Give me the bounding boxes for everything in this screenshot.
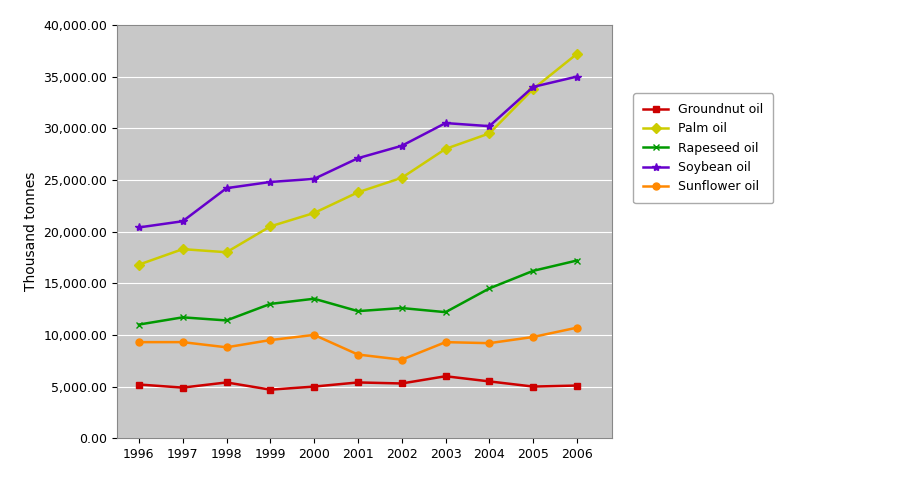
Soybean oil	[265, 179, 275, 185]
Sunflower oil	[221, 344, 232, 350]
Groundnut oil	[572, 382, 582, 388]
Palm oil	[527, 86, 538, 92]
Soybean oil	[133, 225, 144, 231]
Line: Soybean oil: Soybean oil	[135, 72, 581, 232]
Line: Sunflower oil: Sunflower oil	[135, 324, 580, 363]
Rapeseed oil	[572, 257, 582, 263]
Groundnut oil	[440, 374, 451, 379]
Rapeseed oil	[353, 308, 364, 314]
Soybean oil	[353, 155, 364, 161]
Sunflower oil	[396, 357, 407, 363]
Sunflower oil	[353, 352, 364, 358]
Line: Palm oil: Palm oil	[135, 50, 580, 268]
Sunflower oil	[309, 332, 320, 338]
Palm oil	[396, 175, 407, 181]
Sunflower oil	[133, 339, 144, 345]
Rapeseed oil	[133, 322, 144, 328]
Palm oil	[177, 246, 188, 252]
Line: Rapeseed oil: Rapeseed oil	[135, 257, 580, 328]
Groundnut oil	[265, 386, 275, 392]
Palm oil	[353, 189, 364, 195]
Legend: Groundnut oil, Palm oil, Rapeseed oil, Soybean oil, Sunflower oil: Groundnut oil, Palm oil, Rapeseed oil, S…	[633, 93, 773, 203]
Groundnut oil	[527, 383, 538, 389]
Sunflower oil	[484, 340, 495, 346]
Sunflower oil	[177, 339, 188, 345]
Rapeseed oil	[221, 317, 232, 323]
Groundnut oil	[484, 378, 495, 384]
Groundnut oil	[177, 384, 188, 390]
Groundnut oil	[309, 383, 320, 389]
Soybean oil	[309, 176, 320, 182]
Y-axis label: Thousand tonnes: Thousand tonnes	[23, 172, 38, 291]
Rapeseed oil	[527, 268, 538, 274]
Rapeseed oil	[440, 309, 451, 315]
Line: Groundnut oil: Groundnut oil	[135, 373, 580, 393]
Palm oil	[221, 249, 232, 255]
Sunflower oil	[572, 325, 582, 331]
Groundnut oil	[133, 381, 144, 387]
Palm oil	[572, 51, 582, 57]
Palm oil	[440, 146, 451, 152]
Groundnut oil	[353, 379, 364, 385]
Palm oil	[133, 261, 144, 267]
Sunflower oil	[265, 337, 275, 343]
Sunflower oil	[527, 334, 538, 340]
Rapeseed oil	[309, 296, 320, 302]
Soybean oil	[221, 185, 232, 191]
Rapeseed oil	[265, 301, 275, 307]
Soybean oil	[396, 143, 407, 149]
Rapeseed oil	[396, 305, 407, 311]
Groundnut oil	[396, 380, 407, 386]
Palm oil	[309, 210, 320, 216]
Rapeseed oil	[177, 314, 188, 320]
Soybean oil	[484, 123, 495, 129]
Palm oil	[484, 130, 495, 136]
Rapeseed oil	[484, 285, 495, 291]
Soybean oil	[177, 218, 188, 224]
Palm oil	[265, 224, 275, 230]
Groundnut oil	[221, 379, 232, 385]
Soybean oil	[527, 84, 538, 90]
Sunflower oil	[440, 339, 451, 345]
Soybean oil	[572, 74, 582, 80]
Soybean oil	[440, 120, 451, 126]
